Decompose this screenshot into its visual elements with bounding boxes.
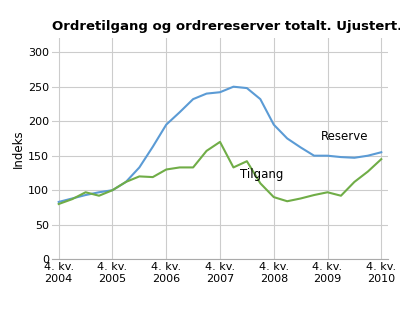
Text: Ordretilgang og ordrereserver totalt. Ujustert. 2005=100: Ordretilgang og ordrereserver totalt. Uj… — [52, 20, 400, 33]
Y-axis label: Indeks: Indeks — [12, 130, 25, 168]
Text: Tilgang: Tilgang — [240, 168, 284, 181]
Text: Reserve: Reserve — [321, 130, 368, 143]
